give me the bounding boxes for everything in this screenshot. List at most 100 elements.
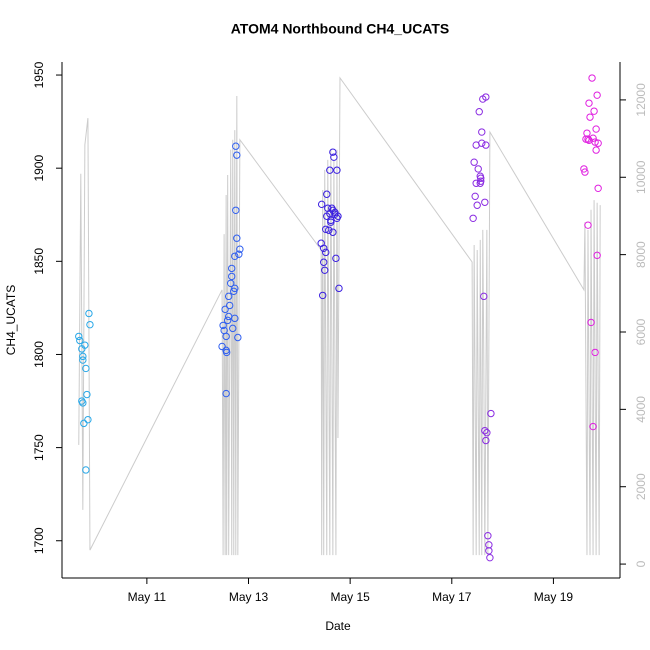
point bbox=[482, 141, 490, 149]
point bbox=[81, 341, 89, 349]
point bbox=[330, 153, 338, 161]
point bbox=[228, 272, 236, 281]
point bbox=[335, 284, 343, 293]
point bbox=[583, 129, 591, 137]
point bbox=[79, 399, 87, 407]
y-tick-label: 1850 bbox=[32, 248, 46, 275]
point bbox=[485, 541, 493, 549]
point bbox=[325, 226, 333, 234]
point bbox=[79, 352, 87, 361]
point bbox=[232, 142, 240, 150]
x-tick-label: May 11 bbox=[128, 590, 167, 604]
point bbox=[485, 547, 493, 555]
point bbox=[222, 348, 231, 357]
point bbox=[580, 165, 588, 173]
point bbox=[224, 292, 233, 301]
point bbox=[233, 234, 241, 242]
y-tick-label: 1800 bbox=[32, 341, 46, 368]
point bbox=[227, 279, 235, 288]
point bbox=[235, 250, 243, 258]
point bbox=[234, 333, 242, 342]
point bbox=[75, 332, 83, 341]
point bbox=[477, 177, 485, 185]
point bbox=[584, 135, 592, 143]
point bbox=[222, 389, 230, 398]
point bbox=[219, 321, 227, 330]
x-axis-label: Date bbox=[325, 619, 351, 633]
point bbox=[588, 74, 596, 82]
point bbox=[76, 336, 84, 345]
point bbox=[231, 252, 239, 260]
point bbox=[478, 128, 486, 136]
point bbox=[326, 166, 334, 174]
point bbox=[333, 166, 341, 174]
point bbox=[594, 139, 602, 147]
chart-title: ATOM4 Northbound CH4_UCATS bbox=[231, 21, 450, 37]
point bbox=[474, 165, 482, 173]
point bbox=[85, 309, 93, 318]
point bbox=[481, 198, 489, 206]
point bbox=[590, 107, 598, 115]
point bbox=[586, 113, 594, 121]
y2-tick-label: 0 bbox=[634, 560, 648, 567]
point bbox=[222, 332, 230, 341]
x-tick-label: May 17 bbox=[432, 590, 472, 604]
y-axis-label: CH4_UCATS bbox=[4, 285, 18, 355]
point bbox=[327, 218, 335, 226]
point bbox=[218, 342, 226, 351]
point bbox=[322, 225, 330, 233]
point bbox=[476, 172, 484, 180]
point bbox=[481, 426, 489, 435]
point bbox=[231, 314, 239, 323]
point bbox=[585, 99, 593, 107]
x-tick-label: May 15 bbox=[330, 590, 370, 604]
y2-tick-label: 8000 bbox=[634, 241, 648, 268]
point bbox=[486, 553, 494, 562]
point bbox=[223, 316, 232, 325]
y-tick-label: 1900 bbox=[32, 155, 46, 182]
point bbox=[320, 244, 328, 252]
point bbox=[594, 184, 602, 192]
point bbox=[472, 179, 480, 187]
point bbox=[231, 284, 239, 293]
point bbox=[478, 139, 486, 147]
point bbox=[236, 245, 244, 253]
point bbox=[591, 348, 599, 357]
point bbox=[83, 390, 91, 399]
point bbox=[592, 146, 600, 154]
point bbox=[329, 228, 337, 236]
y2-tick-label: 10000 bbox=[634, 160, 648, 194]
point bbox=[589, 422, 597, 431]
point bbox=[323, 190, 331, 198]
point bbox=[334, 212, 342, 220]
point bbox=[317, 200, 326, 209]
point bbox=[471, 192, 479, 201]
point bbox=[82, 364, 90, 373]
point bbox=[584, 221, 592, 229]
y-tick-label: 1950 bbox=[32, 61, 46, 88]
y-tick-label: 1700 bbox=[32, 527, 46, 554]
point bbox=[86, 320, 94, 329]
point bbox=[233, 151, 241, 159]
point bbox=[487, 409, 495, 418]
point bbox=[319, 291, 327, 300]
point bbox=[320, 258, 328, 266]
point bbox=[581, 168, 589, 176]
point bbox=[593, 251, 601, 260]
x-tick-label: May 13 bbox=[229, 590, 269, 604]
point bbox=[475, 108, 483, 116]
point bbox=[593, 91, 601, 99]
y-tick-label: 1750 bbox=[32, 434, 46, 461]
point bbox=[321, 266, 329, 274]
y2-tick-label: 6000 bbox=[634, 318, 648, 345]
point bbox=[329, 148, 337, 156]
point bbox=[229, 324, 237, 333]
x-tick-label: May 19 bbox=[534, 590, 574, 604]
y2-tick-label: 12000 bbox=[634, 83, 648, 117]
y2-tick-label: 4000 bbox=[634, 396, 648, 423]
point bbox=[592, 125, 600, 133]
y2-tick-label: 2000 bbox=[634, 473, 648, 500]
point bbox=[329, 206, 337, 214]
